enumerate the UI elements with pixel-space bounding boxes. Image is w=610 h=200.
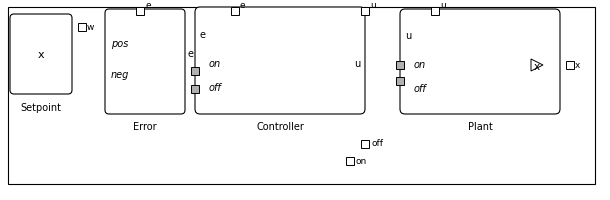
Bar	[136, 8, 144, 16]
Bar	[361, 8, 369, 16]
Text: Plant: Plant	[467, 121, 492, 131]
Bar	[346, 157, 354, 165]
Text: Error: Error	[133, 121, 157, 131]
Text: off: off	[209, 83, 222, 93]
Text: on: on	[414, 59, 426, 69]
Polygon shape	[531, 60, 543, 72]
Text: off: off	[414, 83, 427, 93]
Text: x: x	[575, 60, 580, 69]
Text: u: u	[440, 1, 446, 10]
Text: u: u	[354, 58, 360, 68]
Text: u: u	[370, 1, 376, 10]
Bar	[566, 62, 574, 70]
Text: x: x	[534, 62, 540, 72]
FancyBboxPatch shape	[400, 10, 560, 114]
Text: neg: neg	[111, 70, 129, 80]
Text: w: w	[87, 22, 95, 31]
Text: Setpoint: Setpoint	[21, 102, 62, 112]
Text: x: x	[38, 50, 45, 60]
Text: off: off	[371, 139, 383, 148]
Text: u: u	[405, 31, 411, 41]
Text: e: e	[188, 49, 194, 59]
Bar	[231, 8, 239, 16]
Text: on: on	[209, 58, 221, 68]
FancyBboxPatch shape	[105, 10, 185, 114]
Bar	[361, 140, 369, 148]
Text: Controller: Controller	[256, 121, 304, 131]
Text: e: e	[240, 1, 246, 10]
Text: e: e	[200, 30, 206, 40]
Text: pos: pos	[111, 38, 128, 48]
Bar	[431, 8, 439, 16]
Bar	[78, 24, 86, 32]
FancyBboxPatch shape	[195, 8, 365, 114]
Text: on: on	[356, 156, 367, 165]
FancyBboxPatch shape	[10, 15, 72, 95]
Text: e: e	[145, 1, 151, 10]
Bar	[8, 8, 595, 184]
